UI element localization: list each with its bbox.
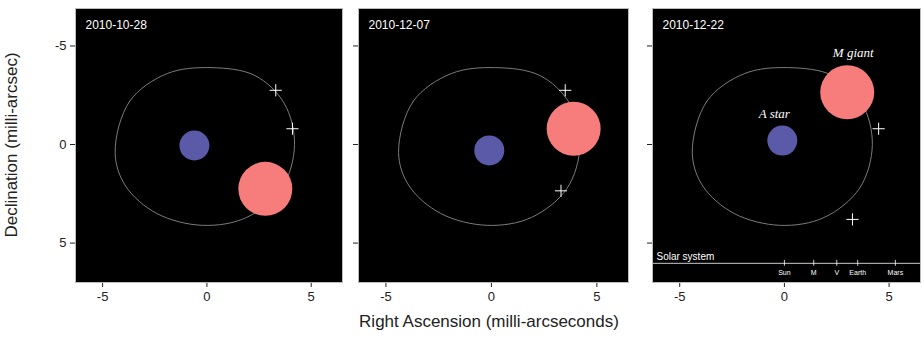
html-text:Declination (milli-arcsec): Declination (milli-arcsec) [2, 52, 21, 238]
svg-text:Sun: Sun [778, 269, 791, 276]
svg-text:2010-12-07: 2010-12-07 [369, 18, 431, 32]
svg-text:2010-10-28: 2010-10-28 [86, 18, 148, 32]
svg-text:M: M [811, 269, 817, 276]
svg-text:2010-12-22: 2010-12-22 [663, 18, 725, 32]
svg-text:Mars: Mars [888, 269, 904, 276]
svg-text:0: 0 [781, 289, 788, 304]
svg-text:5: 5 [885, 289, 892, 304]
svg-text:Solar system: Solar system [657, 251, 715, 262]
svg-text:A star: A star [758, 106, 791, 121]
svg-text:-5: -5 [55, 38, 67, 53]
svg-text:5: 5 [59, 235, 66, 250]
svg-text:0: 0 [488, 289, 495, 304]
svg-text:Earth: Earth [849, 269, 866, 276]
svg-text:-5: -5 [674, 289, 686, 304]
svg-text:5: 5 [308, 289, 315, 304]
svg-text:0: 0 [203, 289, 210, 304]
svg-text:M giant: M giant [832, 45, 874, 60]
html-text:Right Ascension (milli-arcseco: Right Ascension (milli-arcseconds) [359, 312, 619, 331]
svg-text:V: V [834, 269, 839, 276]
svg-text:-5: -5 [97, 289, 109, 304]
svg-text:5: 5 [593, 289, 600, 304]
svg-text:0: 0 [59, 137, 66, 152]
svg-text:-5: -5 [380, 289, 392, 304]
